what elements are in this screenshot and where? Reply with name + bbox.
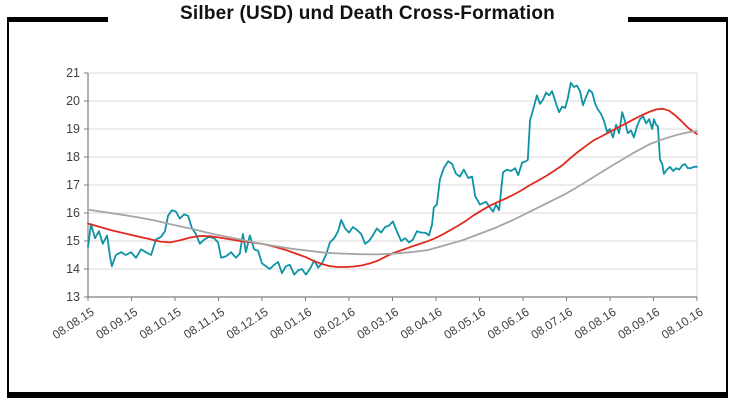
x-axis-label: 08.09.16 bbox=[615, 305, 662, 342]
y-axis-label: 13 bbox=[66, 290, 80, 304]
y-axis-label: 21 bbox=[66, 66, 80, 80]
x-axis-label: 08.08.15 bbox=[50, 305, 97, 342]
frame-bottom-bar bbox=[7, 392, 728, 398]
x-axis-label: 08.04.16 bbox=[398, 305, 445, 342]
x-axis-label: 08.10.16 bbox=[659, 305, 706, 342]
moving-average-long-gray--line bbox=[87, 130, 698, 256]
y-axis-label: 14 bbox=[66, 262, 80, 276]
x-axis-label: 08.03.16 bbox=[354, 305, 401, 342]
silver-price-daily-teal--line bbox=[87, 81, 698, 276]
y-axis-label: 15 bbox=[66, 234, 80, 248]
x-axis-label: 08.12.15 bbox=[224, 305, 271, 342]
frame-top-left-bar bbox=[7, 17, 108, 22]
x-axis-label: 08.06.16 bbox=[485, 305, 532, 342]
x-axis-label: 08.01.16 bbox=[267, 305, 314, 342]
y-axis-label: 18 bbox=[66, 150, 80, 164]
x-axis-label: 08.07.16 bbox=[528, 305, 575, 342]
frame-top-right-bar bbox=[628, 17, 728, 22]
y-axis-label: 16 bbox=[66, 206, 80, 220]
x-axis-label: 08.10.15 bbox=[137, 305, 184, 342]
x-axis-label: 08.05.16 bbox=[441, 305, 488, 342]
x-axis-label: 08.02.16 bbox=[311, 305, 358, 342]
x-axis-label: 08.08.16 bbox=[572, 305, 619, 342]
frame-left-border bbox=[7, 17, 9, 398]
y-axis-label: 20 bbox=[66, 94, 80, 108]
chart-title: Silber (USD) und Death Cross-Formation bbox=[180, 3, 555, 24]
x-axis-label: 08.09.15 bbox=[93, 305, 140, 342]
x-axis-label: 08.11.15 bbox=[181, 305, 227, 342]
y-axis-label: 19 bbox=[66, 122, 80, 136]
y-axis-label: 17 bbox=[66, 178, 80, 192]
moving-average-short-red--line bbox=[87, 107, 698, 268]
frame-right-border bbox=[726, 17, 728, 398]
